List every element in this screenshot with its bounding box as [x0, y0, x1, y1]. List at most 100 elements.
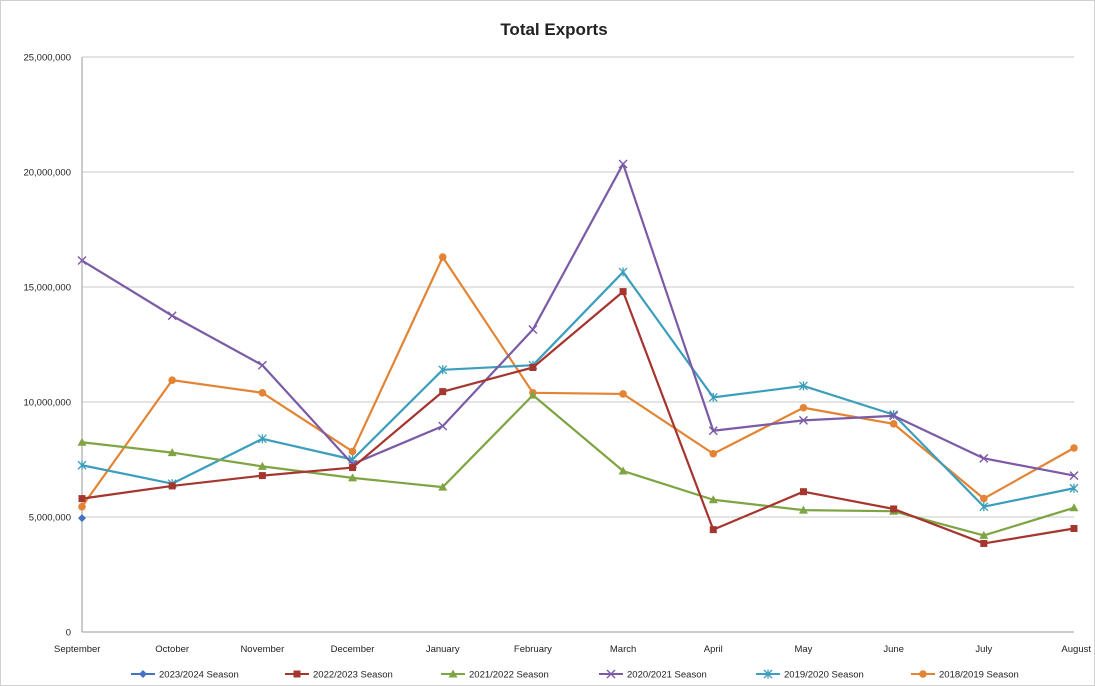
legend-label: 2022/2023 Season [313, 670, 393, 681]
data-point [1070, 525, 1078, 532]
data-point [348, 447, 357, 456]
data-point [618, 267, 628, 277]
data-point [799, 403, 808, 412]
series-line [81, 270, 1075, 508]
data-point [257, 461, 267, 470]
x-tick-label: July [975, 644, 992, 655]
data-point [1069, 503, 1079, 512]
data-point [348, 473, 358, 482]
series-line [81, 290, 1075, 545]
y-tick-label: 20,000,000 [23, 168, 71, 179]
x-tick-label: February [514, 644, 552, 655]
data-point [708, 392, 718, 402]
data-point [799, 488, 807, 496]
y-tick-label: 0 [66, 628, 71, 639]
legend-marker [293, 670, 301, 678]
series-line [81, 256, 1075, 508]
series-2022-2023 [78, 288, 1078, 547]
series-layer [77, 159, 1079, 547]
data-point [618, 159, 628, 169]
data-point [979, 453, 989, 463]
legend-marker [919, 670, 927, 678]
data-point [78, 495, 86, 503]
x-tick-label: December [331, 644, 375, 655]
data-point [708, 495, 718, 504]
data-point [167, 311, 177, 321]
data-point [1070, 444, 1078, 452]
legend-label: 2020/2021 Season [627, 670, 707, 681]
legend-entry: 2023/2024 Season [131, 670, 239, 681]
legend-entry: 2018/2019 Season [911, 670, 1019, 681]
data-point [438, 482, 448, 491]
data-point [980, 494, 988, 503]
data-point [619, 390, 627, 398]
series-2023-2024 [78, 514, 86, 523]
data-point [798, 415, 808, 425]
series-line [81, 162, 1075, 477]
y-tick-label: 15,000,000 [23, 283, 71, 294]
data-point [438, 421, 448, 431]
data-point [167, 448, 177, 457]
data-point [78, 514, 86, 523]
gridlines [82, 56, 1074, 518]
data-point [258, 389, 267, 397]
data-point [709, 526, 717, 534]
legend-entry: 2019/2020 Season [756, 669, 864, 681]
data-point [439, 388, 447, 396]
data-point [979, 502, 989, 512]
data-point [78, 502, 86, 511]
data-point [529, 364, 537, 371]
data-point [77, 256, 87, 266]
data-point [798, 381, 808, 391]
chart-title: Total Exports [500, 20, 607, 39]
y-tick-label: 5,000,000 [29, 513, 71, 524]
y-tick-label: 25,000,000 [23, 53, 71, 64]
legend-marker [763, 669, 773, 679]
data-point [528, 325, 538, 335]
data-point [708, 426, 718, 436]
y-tick-label: 10,000,000 [23, 398, 71, 409]
data-point [168, 482, 176, 490]
data-point [438, 365, 448, 375]
data-point [1069, 471, 1079, 481]
data-point [258, 472, 266, 480]
x-tick-label: November [240, 644, 284, 655]
series-2019-2020 [77, 267, 1079, 512]
legend-label: 2018/2019 Season [939, 670, 1019, 681]
series-2018-2019 [78, 253, 1078, 511]
data-point [619, 288, 627, 296]
data-point [1069, 483, 1079, 493]
x-tick-label: May [794, 644, 812, 655]
x-tick-label: April [704, 644, 723, 655]
data-point [979, 530, 989, 539]
x-tick-label: September [54, 644, 100, 655]
legend-entry: 2020/2021 Season [599, 670, 707, 681]
x-tick-label: October [155, 644, 189, 655]
data-point [890, 505, 898, 513]
legend-marker [606, 669, 616, 679]
data-point [349, 464, 357, 472]
data-point [889, 411, 899, 421]
data-point [980, 539, 988, 547]
data-point [528, 390, 538, 399]
axes: 0 5,000,000 10,000,000 15,000,000 20,000,000… [23, 53, 1091, 656]
x-tick-label: January [426, 644, 460, 655]
legend: 2023/2024 Season 2022/2023 Season 2021/202… [131, 669, 1019, 681]
legend-label: 2019/2020 Season [784, 670, 864, 681]
data-point [168, 376, 176, 384]
legend-entry: 2021/2022 Season [441, 669, 549, 681]
legend-marker [139, 670, 147, 678]
data-point [618, 466, 628, 475]
data-point [798, 505, 808, 514]
legend-label: 2023/2024 Season [159, 670, 239, 681]
legend-marker [448, 669, 458, 678]
data-point [257, 434, 267, 444]
data-point [257, 360, 267, 370]
x-tick-label: March [610, 644, 636, 655]
x-tick-label: August [1061, 644, 1091, 655]
legend-entry: 2022/2023 Season [285, 670, 393, 681]
data-point [77, 437, 87, 446]
data-point [889, 420, 898, 428]
